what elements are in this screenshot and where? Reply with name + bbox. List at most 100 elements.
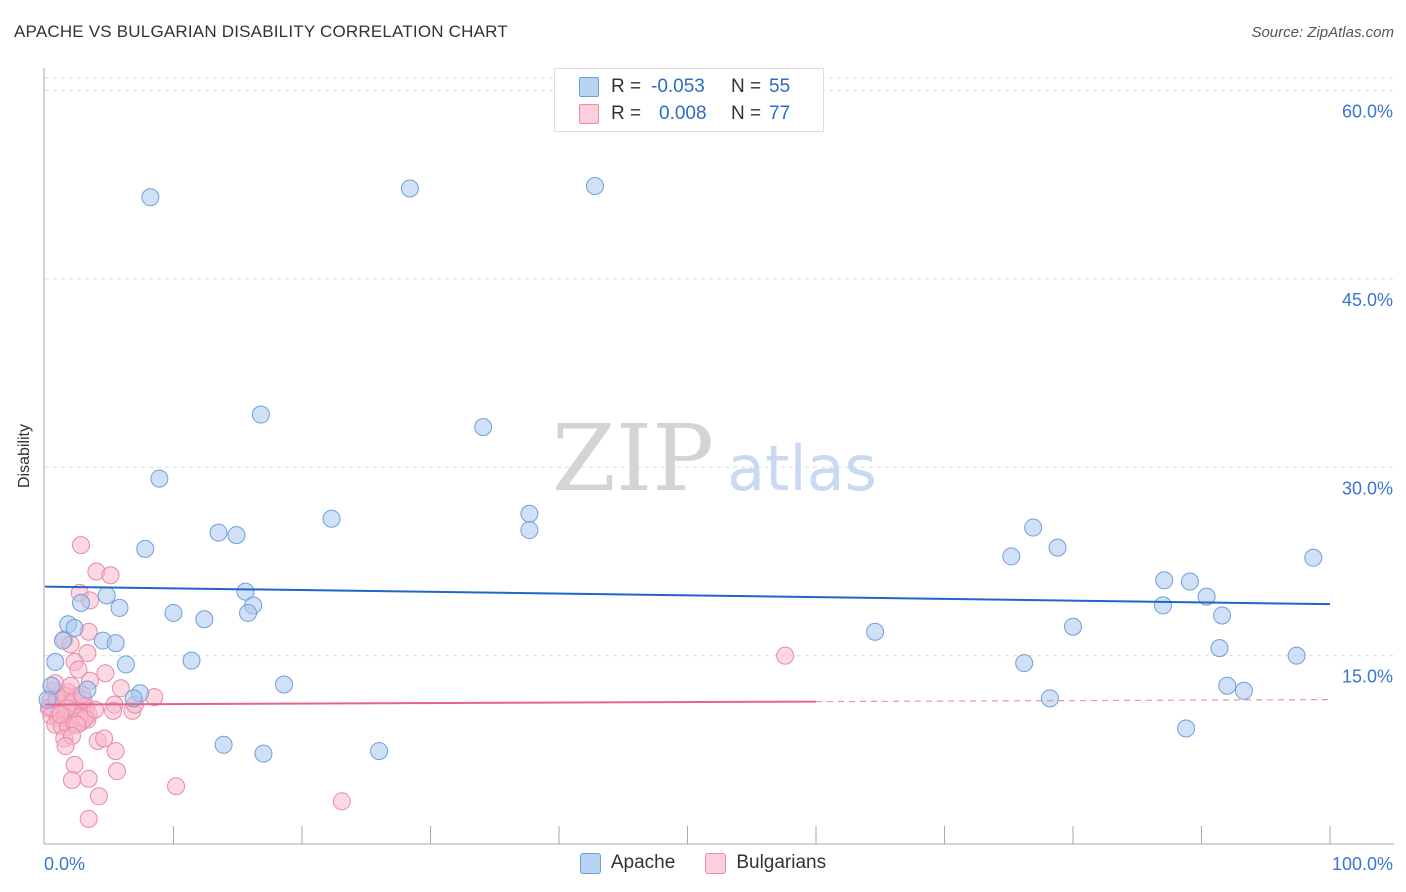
legend-r-value: 0.008 bbox=[659, 103, 707, 124]
apache-point bbox=[251, 405, 270, 424]
apache-point bbox=[1210, 639, 1229, 658]
trend-layer bbox=[44, 585, 1331, 706]
apache-point bbox=[1002, 547, 1021, 566]
bulgarian-point bbox=[56, 737, 75, 756]
x-tick-label-max: 100.0% bbox=[1332, 854, 1393, 874]
apache-point bbox=[71, 593, 90, 612]
apache-point bbox=[164, 603, 183, 622]
y-axis-label-wrap: Disability bbox=[16, 392, 34, 488]
apache-point bbox=[236, 582, 255, 601]
x-tick-label-min: 0.0% bbox=[44, 854, 85, 874]
series-legend: Apache Bulgarians bbox=[0, 852, 1406, 874]
apache-point bbox=[136, 539, 155, 558]
chart-title: APACHE VS BULGARIAN DISABILITY CORRELATI… bbox=[14, 22, 508, 41]
apache-point bbox=[1234, 681, 1253, 700]
apache-point bbox=[214, 735, 233, 754]
apache-point bbox=[97, 586, 116, 605]
apache-point bbox=[124, 689, 143, 708]
y-axis-label: Disability bbox=[16, 423, 33, 489]
y-tick-label: 45.0% bbox=[1342, 290, 1393, 310]
bulgarian-point bbox=[89, 787, 108, 806]
bulgarian-point bbox=[71, 536, 90, 555]
bulgarian-point bbox=[62, 770, 81, 789]
bulgarian-point bbox=[104, 701, 123, 720]
y-tick-label: 60.0% bbox=[1342, 102, 1393, 122]
bulgarian-point bbox=[111, 679, 130, 698]
apache-point bbox=[110, 598, 129, 617]
legend-n-label: N = bbox=[731, 76, 762, 97]
legend-r-label: R = bbox=[611, 76, 642, 97]
apache-point bbox=[46, 652, 65, 671]
legend-n-value: 55 bbox=[769, 76, 791, 97]
apache-point bbox=[227, 526, 246, 545]
bulgarian-point bbox=[79, 769, 98, 788]
legend-item-bulgarians[interactable]: Bulgarians bbox=[705, 852, 826, 874]
bulgarian-point bbox=[776, 646, 795, 665]
apache-point bbox=[520, 504, 539, 523]
apache-point bbox=[1064, 617, 1082, 636]
apache-point bbox=[116, 655, 135, 674]
apache-point bbox=[65, 619, 84, 638]
apache-point bbox=[1153, 596, 1172, 615]
bulgarian-point bbox=[106, 742, 125, 761]
bulgarian-point bbox=[107, 762, 126, 781]
apache-point bbox=[474, 418, 493, 437]
apache-point bbox=[209, 523, 228, 542]
apache-point bbox=[1197, 587, 1216, 606]
bulgarian-trend-line bbox=[44, 700, 817, 706]
y-tick-label: 30.0% bbox=[1342, 478, 1393, 498]
bulgarian-point bbox=[65, 755, 84, 774]
bulgarian-point bbox=[69, 660, 88, 679]
apache-point bbox=[400, 179, 419, 198]
axis-layer bbox=[43, 68, 1394, 845]
apache-point bbox=[322, 509, 341, 528]
bulgarian-point bbox=[78, 644, 97, 663]
y-tick-label: 15.0% bbox=[1342, 667, 1393, 687]
apache-point bbox=[866, 622, 885, 641]
source-credit: Source: ZipAtlas.com bbox=[1251, 24, 1394, 41]
apache-point bbox=[195, 610, 214, 629]
bulgarian-point bbox=[95, 729, 114, 748]
bulgarian-point bbox=[96, 664, 115, 683]
apache-point bbox=[1287, 646, 1306, 665]
apache-point bbox=[585, 176, 604, 195]
apache-point bbox=[239, 603, 258, 622]
apache-point bbox=[1304, 548, 1323, 567]
bulgarian-swatch bbox=[579, 104, 599, 124]
bulgarian-legend-swatch bbox=[705, 852, 727, 874]
legend-n-value: 77 bbox=[769, 103, 791, 124]
apache-point bbox=[254, 744, 273, 763]
apache-point bbox=[275, 675, 294, 694]
legend-n-label: N = bbox=[731, 103, 762, 124]
grid-layer bbox=[45, 77, 1394, 657]
apache-point bbox=[106, 634, 125, 653]
apache-point bbox=[1218, 676, 1237, 695]
apache-swatch bbox=[579, 77, 599, 97]
legend-r-label: R = bbox=[611, 103, 642, 124]
apache-point bbox=[141, 188, 160, 207]
apache-point bbox=[1213, 606, 1232, 625]
apache-point bbox=[1015, 654, 1034, 673]
apache-legend-label: Apache bbox=[610, 852, 676, 873]
apache-point bbox=[53, 631, 72, 650]
apache-points bbox=[38, 176, 1323, 763]
apache-point bbox=[1180, 572, 1199, 591]
apache-point bbox=[1024, 518, 1043, 537]
apache-point bbox=[370, 742, 389, 761]
legend-row-apache: R = -0.053 N = 55 bbox=[579, 75, 790, 99]
apache-trend-line bbox=[44, 585, 1331, 606]
apache-legend-swatch bbox=[579, 852, 601, 874]
apache-point bbox=[182, 651, 201, 670]
apache-point bbox=[1155, 571, 1174, 590]
legend-r-value: -0.053 bbox=[651, 76, 705, 97]
bulgarian-trend-extension bbox=[815, 698, 1331, 703]
correlation-legend: R = -0.053 N = 55 R = 0.008 N = 77 bbox=[554, 68, 824, 132]
apache-point bbox=[1177, 719, 1196, 738]
watermark-zip: ZIP bbox=[552, 405, 714, 512]
apache-point bbox=[1048, 538, 1067, 557]
legend-item-apache[interactable]: Apache bbox=[579, 852, 676, 874]
apache-point bbox=[520, 521, 539, 540]
bulgarian-point bbox=[167, 777, 186, 796]
legend-row-bulgarians: R = 0.008 N = 77 bbox=[579, 102, 790, 126]
